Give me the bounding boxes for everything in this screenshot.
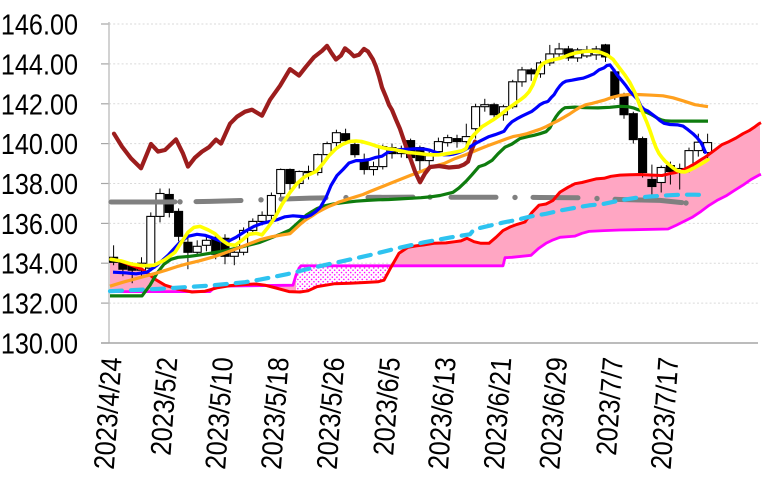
svg-text:130.00: 130.00 [1, 327, 78, 360]
svg-text:138.00: 138.00 [1, 167, 78, 200]
svg-text:2023/6/29: 2023/6/29 [533, 356, 574, 470]
svg-text:2023/7/17: 2023/7/17 [644, 356, 685, 470]
svg-text:144.00: 144.00 [1, 48, 78, 81]
svg-text:2023/5/10: 2023/5/10 [199, 356, 240, 470]
svg-text:2023/4/24: 2023/4/24 [87, 356, 128, 470]
svg-text:146.00: 146.00 [1, 8, 78, 41]
svg-text:140.00: 140.00 [1, 127, 78, 160]
svg-text:134.00: 134.00 [1, 247, 78, 280]
svg-text:132.00: 132.00 [1, 287, 78, 320]
svg-text:142.00: 142.00 [1, 88, 78, 121]
svg-text:2023/7/7: 2023/7/7 [589, 356, 629, 456]
svg-text:2023/6/5: 2023/6/5 [367, 356, 407, 456]
svg-text:2023/5/26: 2023/5/26 [310, 356, 351, 470]
svg-text:2023/5/18: 2023/5/18 [254, 356, 295, 470]
svg-text:2023/6/13: 2023/6/13 [421, 356, 462, 470]
svg-text:2023/5/2: 2023/5/2 [144, 356, 184, 456]
svg-text:136.00: 136.00 [1, 207, 78, 240]
svg-text:2023/6/21: 2023/6/21 [477, 356, 518, 470]
